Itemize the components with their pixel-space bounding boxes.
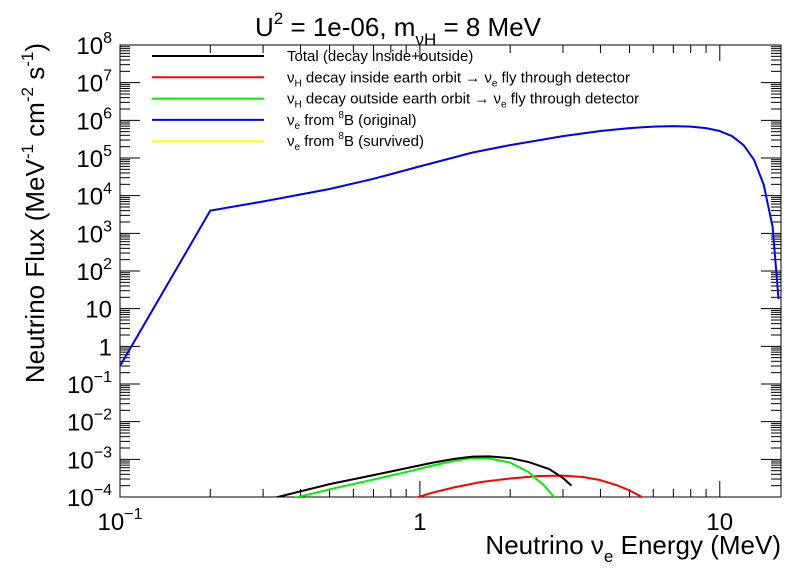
x-axis-label-part: Neutrino ν <box>485 530 604 560</box>
y-tick-label: 1 <box>99 334 112 361</box>
legend-text-part: H <box>295 100 302 111</box>
title-part: U <box>255 12 274 42</box>
y-tick-label: 10−3 <box>67 444 112 474</box>
title-part: = 8 MeV <box>436 12 541 42</box>
x-tick-label-base: 1 <box>413 509 426 536</box>
y-axis-label-part: cm <box>20 102 50 144</box>
y-tick-label: 105 <box>76 143 112 173</box>
y-tick-label: 106 <box>76 105 112 135</box>
y-tick-label: 103 <box>76 218 112 248</box>
y-tick-label-base: 10 <box>76 33 103 60</box>
y-tick-label-base: 10 <box>76 71 103 98</box>
y-axis-label-part: ) <box>20 43 50 52</box>
y-tick-label-exponent: −3 <box>94 444 112 461</box>
x-axis-label-subscript: e <box>604 547 613 566</box>
legend-entry-1: νH decay inside earth orbit → νe fly thr… <box>287 69 630 89</box>
legend-text-part: 8 <box>338 131 344 142</box>
legend-text-part: Total (decay inside+outside) <box>287 48 473 65</box>
y-tick-label-base: 10 <box>76 221 103 248</box>
x-tick-label-base: 10 <box>706 509 733 536</box>
y-tick-label-base: 10 <box>67 372 94 399</box>
y-tick-label-exponent: 6 <box>103 105 112 122</box>
y-axis-label-part: Neutrino Flux (MeV <box>20 159 50 384</box>
series-line-2 <box>293 457 556 497</box>
legend-entry-4: νe from 8B (survived) <box>287 131 424 153</box>
y-tick-label: 107 <box>76 68 112 98</box>
y-tick-label: 10−2 <box>67 407 112 437</box>
y-axis-label-part: s <box>20 67 50 87</box>
x-axis-label-part: Energy (MeV) <box>613 530 781 560</box>
legend-text-part: fly through detector <box>497 69 630 86</box>
y-tick-label-base: 10 <box>67 447 94 474</box>
legend-text-part: decay outside earth orbit → ν <box>302 91 501 108</box>
y-tick-label-exponent: −1 <box>94 369 112 386</box>
legend-text-part: from <box>300 133 338 150</box>
x-axis-label: Neutrino νe Energy (MeV) <box>485 530 781 566</box>
y-tick-label: 108 <box>76 30 112 60</box>
legend-text-part: B (survived) <box>344 133 424 150</box>
legend-entry-0: Total (decay inside+outside) <box>287 48 473 65</box>
legend-entry-3: νe from 8B (original) <box>287 110 417 132</box>
legend-text-part: B (original) <box>344 112 417 129</box>
y-tick-label-base: 10 <box>67 410 94 437</box>
y-tick-label-exponent: 4 <box>103 181 112 198</box>
y-tick-label: 104 <box>76 181 112 211</box>
y-tick-label-exponent: −2 <box>94 407 112 424</box>
y-tick-label: 10 <box>85 297 112 324</box>
y-tick-label-base: 10 <box>76 259 103 286</box>
y-tick-label: 10−4 <box>67 482 112 512</box>
x-tick-label: 10−1 <box>98 506 143 536</box>
y-tick-label: 102 <box>76 256 112 286</box>
y-tick-label-base: 10 <box>85 297 112 324</box>
y-tick-label-exponent: −4 <box>94 482 112 499</box>
x-tick-label-exponent: −1 <box>124 506 142 523</box>
x-tick-label-base: 10 <box>98 509 125 536</box>
series-line-1 <box>414 474 645 497</box>
y-axis-label: Neutrino Flux (MeV-1 cm-2 s-1) <box>18 43 50 383</box>
legend-text-part: decay inside earth orbit → ν <box>302 69 492 86</box>
y-tick-label: 10−1 <box>67 369 112 399</box>
legend-text-part: e <box>295 121 301 132</box>
title-superscript: 2 <box>274 9 283 28</box>
legend-text-part: from <box>300 112 338 129</box>
y-tick-label-exponent: 2 <box>103 256 112 273</box>
x-tick-label: 10 <box>706 509 733 536</box>
legend-text-part: e <box>295 142 301 153</box>
legend-text-part: ν <box>287 133 295 150</box>
y-axis-label-superscript: -1 <box>18 144 37 159</box>
legend-entry-2: νH decay outside earth orbit → νe fly th… <box>287 91 639 111</box>
legend-text-part: e <box>492 78 498 89</box>
title-subscript: νH <box>415 30 436 49</box>
legend-text-part: ν <box>287 112 295 129</box>
series-line-0 <box>273 455 573 497</box>
legend-text-part: fly through detector <box>507 91 640 108</box>
x-tick-label: 1 <box>413 509 426 536</box>
y-tick-label-exponent: 8 <box>103 30 112 47</box>
legend-text-part: e <box>501 100 507 111</box>
legend-text-part: ν <box>287 69 295 86</box>
y-tick-label-base: 10 <box>76 146 103 173</box>
chart-title: U2 = 1e-06, mνH = 8 MeV <box>255 9 542 49</box>
y-tick-label-base: 1 <box>99 334 112 361</box>
legend-text-part: 8 <box>338 110 344 121</box>
y-tick-label-base: 10 <box>76 184 103 211</box>
title-part: = 1e-06, m <box>283 12 415 42</box>
legend-text-part: H <box>295 78 302 89</box>
y-axis-label-superscript: -1 <box>18 52 37 67</box>
y-tick-label-exponent: 3 <box>103 218 112 235</box>
y-tick-label-base: 10 <box>76 108 103 135</box>
y-tick-label-exponent: 7 <box>103 68 112 85</box>
series-line-3 <box>120 125 780 367</box>
legend-text-part: ν <box>287 91 295 108</box>
y-tick-label-exponent: 5 <box>103 143 112 160</box>
y-tick-label-base: 10 <box>67 485 94 512</box>
y-axis-label-superscript: -2 <box>18 87 37 102</box>
